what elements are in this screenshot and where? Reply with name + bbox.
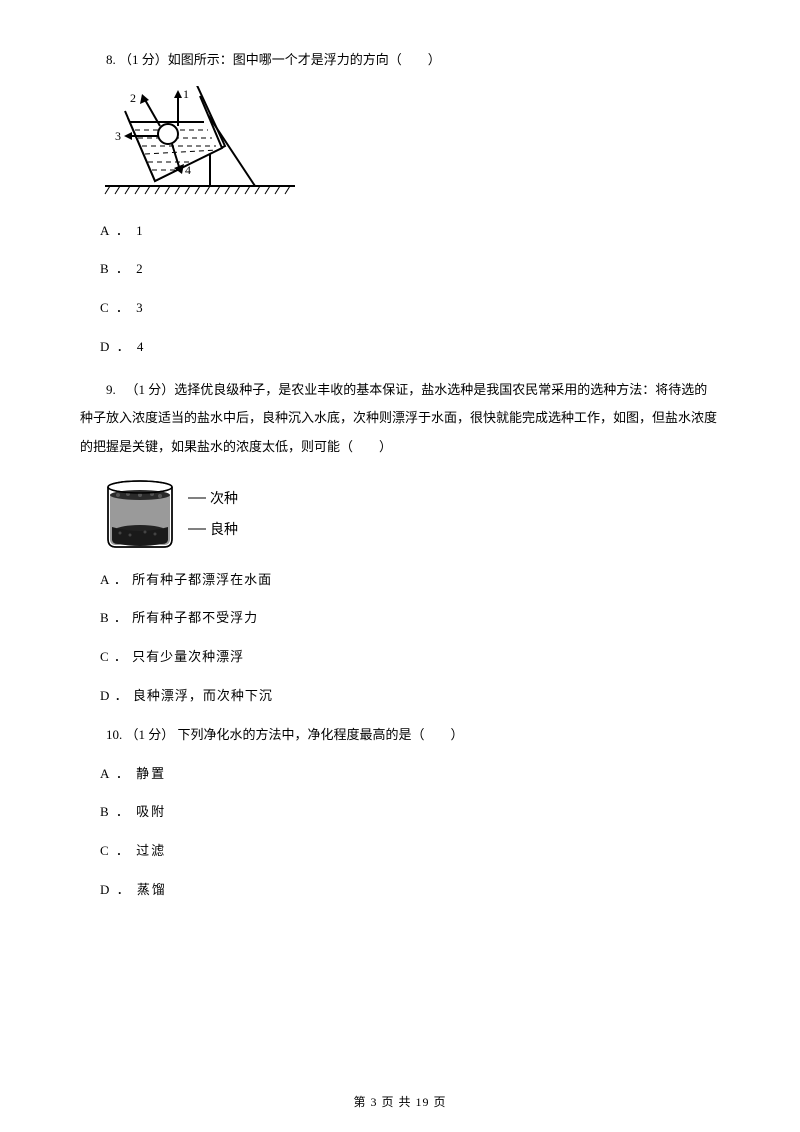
svg-text:次种: 次种 <box>210 491 238 507</box>
q10-option-b: B ． 吸附 <box>100 802 720 823</box>
buoyancy-diagram: 1 2 3 4 <box>100 86 300 196</box>
q10-text: 下列净化水的方法中，净化程度最高的是（ ） <box>174 727 463 742</box>
q8-figure: 1 2 3 4 <box>100 86 720 203</box>
q10-header: 10. （1 分） 下列净化水的方法中，净化程度最高的是（ ） <box>80 725 720 746</box>
q8-option-a: A ． 1 <box>100 221 720 242</box>
q9-text: 选择优良级种子，是农业丰收的基本保证，盐水选种是我国农民常采用的选种方法：将待选… <box>80 382 717 454</box>
q9-points: （1 分） <box>132 382 174 397</box>
q10-option-d: D ． 蒸馏 <box>100 880 720 901</box>
q9-figure: 次种 良种 <box>100 477 720 552</box>
q8-option-b: B ． 2 <box>100 259 720 280</box>
beaker-diagram <box>100 477 180 552</box>
svg-text:3: 3 <box>115 129 121 143</box>
q8-points: （1 分） <box>119 52 168 67</box>
q10-option-a: A ． 静置 <box>100 764 720 785</box>
q9-option-a: A ． 所有种子都漂浮在水面 <box>100 570 720 591</box>
q9-option-b: B ． 所有种子都不受浮力 <box>100 608 720 629</box>
q9-option-c: C ． 只有少量次种漂浮 <box>100 647 720 668</box>
q9-body: 9. （1 分）选择优良级种子，是农业丰收的基本保证，盐水选种是我国农民常采用的… <box>80 376 720 462</box>
q8-header: 8. （1 分）如图所示：图中哪一个才是浮力的方向（ ） <box>80 50 720 71</box>
svg-text:2: 2 <box>130 91 136 105</box>
q8-option-c: C ． 3 <box>100 298 720 319</box>
svg-text:1: 1 <box>183 87 189 101</box>
label-lines-icon: 次种 良种 <box>188 485 268 550</box>
q8-option-d: D ． 4 <box>100 337 720 358</box>
q10-option-c: C ． 过滤 <box>100 841 720 862</box>
beaker-labels: 次种 良种 <box>188 477 268 550</box>
q9-option-d: D ． 良种漂浮，而次种下沉 <box>100 686 720 707</box>
q9-number: 9. <box>106 382 116 397</box>
q10-number: 10. <box>106 727 122 742</box>
svg-text:4: 4 <box>185 163 191 177</box>
q10-points: （1 分） <box>126 727 175 742</box>
q8-text: 如图所示：图中哪一个才是浮力的方向（ ） <box>168 52 441 67</box>
svg-text:良种: 良种 <box>210 522 238 538</box>
page-footer: 第 3 页 共 19 页 <box>0 1093 800 1112</box>
q8-number: 8. <box>106 52 116 67</box>
